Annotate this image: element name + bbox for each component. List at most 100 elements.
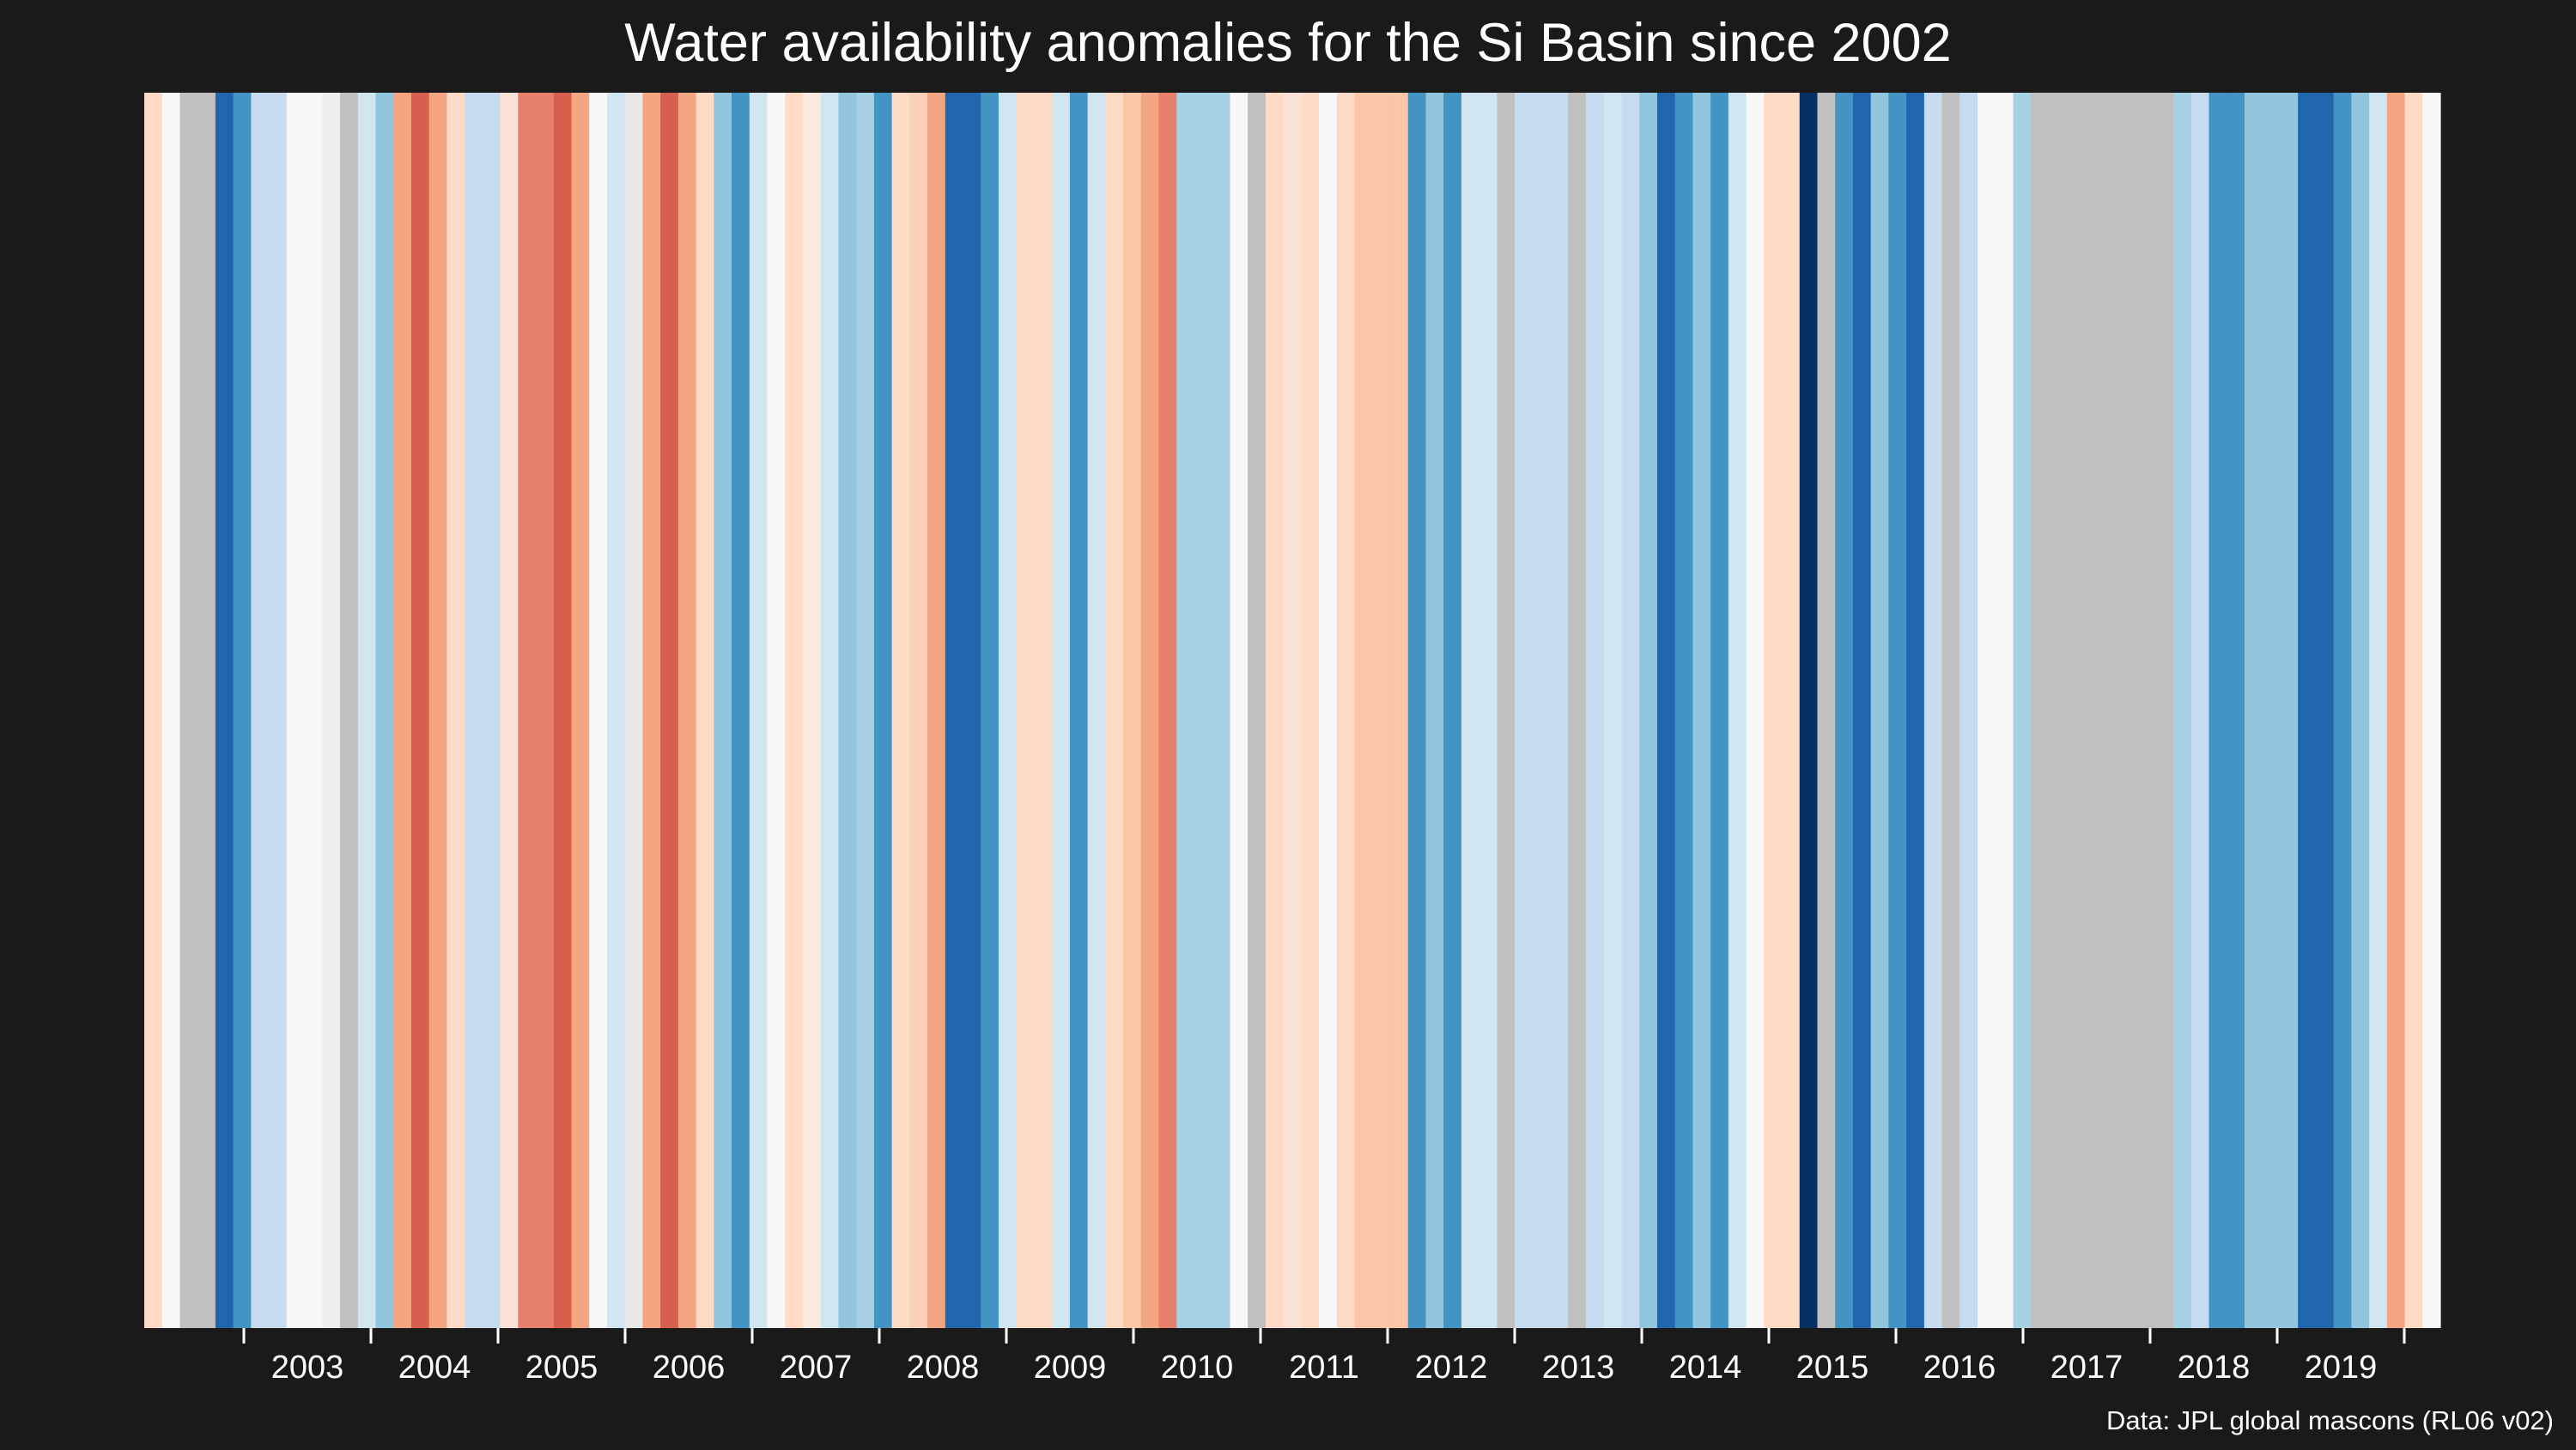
stripe	[410, 93, 430, 1328]
stripe	[2208, 93, 2227, 1328]
stripe	[1336, 93, 1356, 1328]
stripe	[375, 93, 394, 1328]
x-axis: 2003 2004 2005 2006 2007 2008 2009 2010 2011 2012…	[242, 1328, 2406, 1386]
stripe	[1995, 93, 2014, 1328]
x-tick-label: 2018	[2178, 1350, 2251, 1386]
stripe	[1497, 93, 1516, 1328]
stripe	[2369, 93, 2388, 1328]
stripe	[1319, 93, 1338, 1328]
stripe	[179, 93, 198, 1328]
stripe	[1621, 93, 1640, 1328]
stripe	[251, 93, 270, 1328]
stripe	[2333, 93, 2352, 1328]
stripe	[269, 93, 288, 1328]
stripe	[1123, 93, 1142, 1328]
stripe	[714, 93, 732, 1328]
stripe	[945, 93, 964, 1328]
x-tick-label: 2003	[271, 1350, 344, 1386]
stripe	[642, 93, 661, 1328]
stripe	[696, 93, 714, 1328]
stripe	[606, 93, 626, 1328]
stripe	[1461, 93, 1480, 1328]
stripe	[2173, 93, 2192, 1328]
stripe	[2084, 93, 2103, 1328]
stripe	[1817, 93, 1836, 1328]
stripe	[340, 93, 359, 1328]
stripe	[2031, 93, 2050, 1328]
stripe	[1959, 93, 1978, 1328]
stripe	[820, 93, 840, 1328]
stripe	[927, 93, 946, 1328]
stripe	[1016, 93, 1036, 1328]
stripe	[1870, 93, 1890, 1328]
stripe	[1746, 93, 1765, 1328]
stripe	[732, 93, 750, 1328]
stripe	[1550, 93, 1569, 1328]
stripe	[304, 93, 323, 1328]
x-tick-label: 2007	[780, 1350, 853, 1386]
stripe	[998, 93, 1018, 1328]
stripe	[500, 93, 519, 1328]
stripe	[2119, 93, 2139, 1328]
stripe	[1639, 93, 1658, 1328]
stripe	[1087, 93, 1106, 1328]
stripe	[785, 93, 804, 1328]
stripe	[1069, 93, 1089, 1328]
stripe	[465, 93, 483, 1328]
stripe	[1372, 93, 1391, 1328]
stripe	[536, 93, 555, 1328]
stripe	[2102, 93, 2121, 1328]
stripe	[1265, 93, 1285, 1328]
stripe	[322, 93, 341, 1328]
stripe	[2190, 93, 2210, 1328]
stripe	[873, 93, 893, 1328]
stripe	[2298, 93, 2317, 1328]
stripes-group	[144, 93, 2441, 1328]
stripe	[1176, 93, 1195, 1328]
stripe	[1158, 93, 1177, 1328]
stripe	[891, 93, 910, 1328]
stripe	[357, 93, 377, 1328]
stripe	[1425, 93, 1444, 1328]
stripe	[2262, 93, 2281, 1328]
stripe	[2137, 93, 2156, 1328]
x-tick-label: 2014	[1669, 1350, 1742, 1386]
stripe	[1782, 93, 1801, 1328]
stripe	[144, 93, 163, 1328]
stripe	[1586, 93, 1605, 1328]
x-tick-label: 2016	[1923, 1350, 1996, 1386]
stripe	[428, 93, 447, 1328]
stripe	[1923, 93, 1943, 1328]
stripe	[233, 93, 252, 1328]
stripe	[1140, 93, 1160, 1328]
stripe	[1568, 93, 1587, 1328]
stripe	[1515, 93, 1534, 1328]
x-tick-label: 2008	[907, 1350, 980, 1386]
stripe	[1105, 93, 1124, 1328]
stripe	[2280, 93, 2299, 1328]
stripe	[624, 93, 643, 1328]
stripe	[1692, 93, 1711, 1328]
x-tick-label: 2019	[2305, 1350, 2378, 1386]
stripe	[660, 93, 679, 1328]
stripe	[447, 93, 465, 1328]
stripe	[1764, 93, 1783, 1328]
stripe	[1799, 93, 1819, 1328]
stripe	[2422, 93, 2441, 1328]
stripe	[802, 93, 822, 1328]
stripe	[2013, 93, 2032, 1328]
stripe	[571, 93, 590, 1328]
stripe	[963, 93, 981, 1328]
x-tick-label: 2015	[1796, 1350, 1869, 1386]
stripe	[197, 93, 216, 1328]
stripe	[749, 93, 769, 1328]
stripe	[767, 93, 786, 1328]
stripe	[909, 93, 928, 1328]
stripe	[981, 93, 999, 1328]
stripe	[1906, 93, 1925, 1328]
x-tick-label: 2017	[2050, 1350, 2123, 1386]
stripe	[1407, 93, 1427, 1328]
stripe	[2351, 93, 2370, 1328]
stripe	[1354, 93, 1373, 1328]
